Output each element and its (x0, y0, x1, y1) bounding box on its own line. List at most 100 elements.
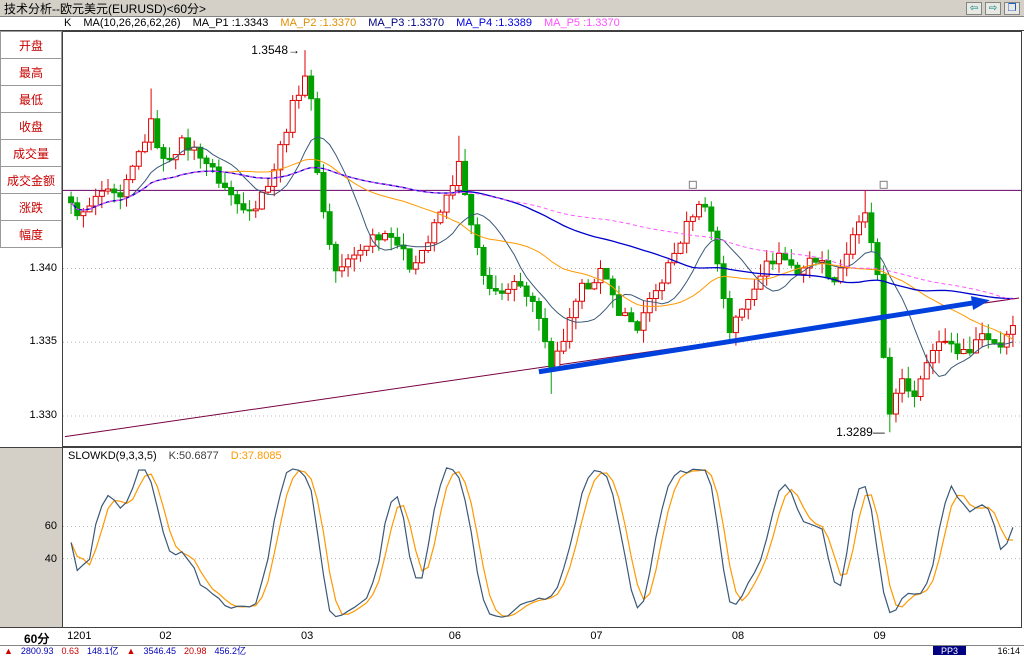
period-label: 60分 (24, 632, 50, 646)
candle-body (148, 118, 155, 143)
sidebar-button-4[interactable]: 收盘 (0, 112, 62, 140)
status-item-1: 2800.93 (20, 646, 54, 655)
status-bar: ▲ 2800.93 0.63 148.1亿 ▲ 3546.45 20.98 456.2亿 PP… (0, 645, 1024, 655)
candle-body (960, 349, 967, 355)
candle-body (782, 252, 789, 261)
candle-body (622, 312, 629, 316)
candle-body (535, 300, 542, 319)
candle-body (991, 339, 998, 344)
candle-body (905, 378, 912, 392)
candle-body (542, 317, 549, 343)
ma-header-item-0: K (64, 17, 72, 29)
title-bar: 技术分析--欧元美元(EURUSD)<60分> ⇦ ⇨ ❐ (0, 0, 1024, 17)
status-time: 16:14 (997, 646, 1020, 655)
y-axis-label-1.330: 1.330 (29, 409, 57, 422)
candle-body (302, 75, 308, 96)
level-marker (688, 180, 697, 189)
candle-body (806, 257, 813, 269)
candle-body (511, 281, 518, 290)
candle-body (234, 194, 241, 205)
candle-body (431, 222, 438, 244)
ma88-line (70, 166, 1014, 300)
candle-body (498, 290, 505, 294)
candle-body (388, 233, 395, 238)
candle-body (972, 339, 979, 354)
status-item-2: 0.63 (61, 646, 79, 655)
candle-body (283, 131, 290, 146)
candle-body (763, 260, 770, 277)
candle-body (634, 321, 641, 331)
y-axis-label-1.340: 1.340 (29, 261, 57, 274)
candle-body (714, 230, 721, 265)
sidebar-button-1[interactable]: 开盘 (0, 31, 62, 59)
sidebar-button-3[interactable]: 最低 (0, 85, 62, 113)
candle-body (615, 294, 622, 316)
next-icon[interactable]: ⇨ (985, 1, 1001, 15)
candle-body (123, 179, 130, 198)
sidebar-button-7[interactable]: 涨跌 (0, 193, 62, 221)
candle-body (523, 285, 530, 297)
kd-chart-canvas[interactable] (62, 447, 1022, 628)
prev-icon[interactable]: ⇦ (966, 1, 982, 15)
candle-body (671, 252, 678, 264)
candle-body (566, 317, 573, 342)
sidebar-button-8[interactable]: 幅度 (0, 220, 62, 248)
candle-body (529, 295, 536, 302)
candle-body (449, 184, 456, 196)
candle-body (197, 146, 204, 159)
candle-body (394, 236, 401, 246)
title-bar-buttons: ⇦ ⇨ ❐ (966, 1, 1020, 15)
candle-body (929, 350, 936, 364)
candle-body (819, 260, 826, 263)
level-marker (879, 180, 888, 189)
candle-body (277, 144, 284, 171)
trend-arrow-head (970, 296, 990, 310)
candle-body (751, 288, 758, 300)
candle-body (677, 242, 684, 254)
ma62-line (70, 166, 1013, 300)
candle-body (776, 252, 782, 265)
candle-body (160, 147, 167, 159)
ma-header-item-3: MA_P2 :1.3370 (280, 17, 357, 29)
candle-body (246, 209, 253, 212)
restore-icon[interactable]: ❐ (1004, 1, 1020, 15)
candle-body (221, 182, 228, 188)
candle-body (726, 298, 733, 334)
candle-body (597, 267, 604, 284)
ma-indicator-header: K MA(10,26,26,62,26) MA_P1 :1.3343 MA_P2 :1… (0, 17, 1024, 31)
candle-body (111, 188, 118, 194)
candle-body (837, 267, 844, 283)
candle-body (739, 308, 746, 318)
candle-body (788, 259, 795, 266)
candle-body (997, 342, 1004, 348)
candle-body (351, 254, 358, 260)
candle-body (382, 233, 389, 241)
sidebar-button-6[interactable]: 成交金额 (0, 166, 62, 194)
candle-body (849, 234, 856, 255)
candle-body (720, 263, 727, 300)
candle-body (579, 282, 586, 302)
window-title: 技术分析--欧元美元(EURUSD)<60分> (4, 1, 207, 16)
candle-body (363, 245, 370, 251)
candle-body (695, 203, 702, 218)
candle-body (548, 341, 555, 368)
candle-body (868, 212, 875, 244)
sidebar-button-5[interactable]: 成交量 (0, 139, 62, 167)
x-axis-label-1201: 1201 (67, 630, 92, 642)
ma-header-item-4: MA_P3 :1.3370 (368, 17, 445, 29)
candle-body (129, 165, 136, 181)
ma-header-item-1: MA(10,26,26,62,26) (83, 17, 181, 29)
status-item-6: 20.98 (184, 646, 207, 655)
candle-body (825, 260, 832, 279)
kd-axis-panel: 60 40 (0, 447, 62, 628)
candle-body (228, 186, 235, 196)
candle-body (517, 281, 524, 287)
price-chart-canvas[interactable]: 1.3548→ 1.3289— (62, 31, 1022, 447)
x-axis-label-06: 06 (448, 630, 461, 642)
candle-body (185, 137, 192, 151)
candle-body (936, 341, 943, 352)
y-axis-label-1.335: 1.335 (29, 335, 57, 348)
sidebar-button-2[interactable]: 最高 (0, 58, 62, 86)
candle-body (603, 267, 610, 280)
candle-body (166, 157, 173, 161)
